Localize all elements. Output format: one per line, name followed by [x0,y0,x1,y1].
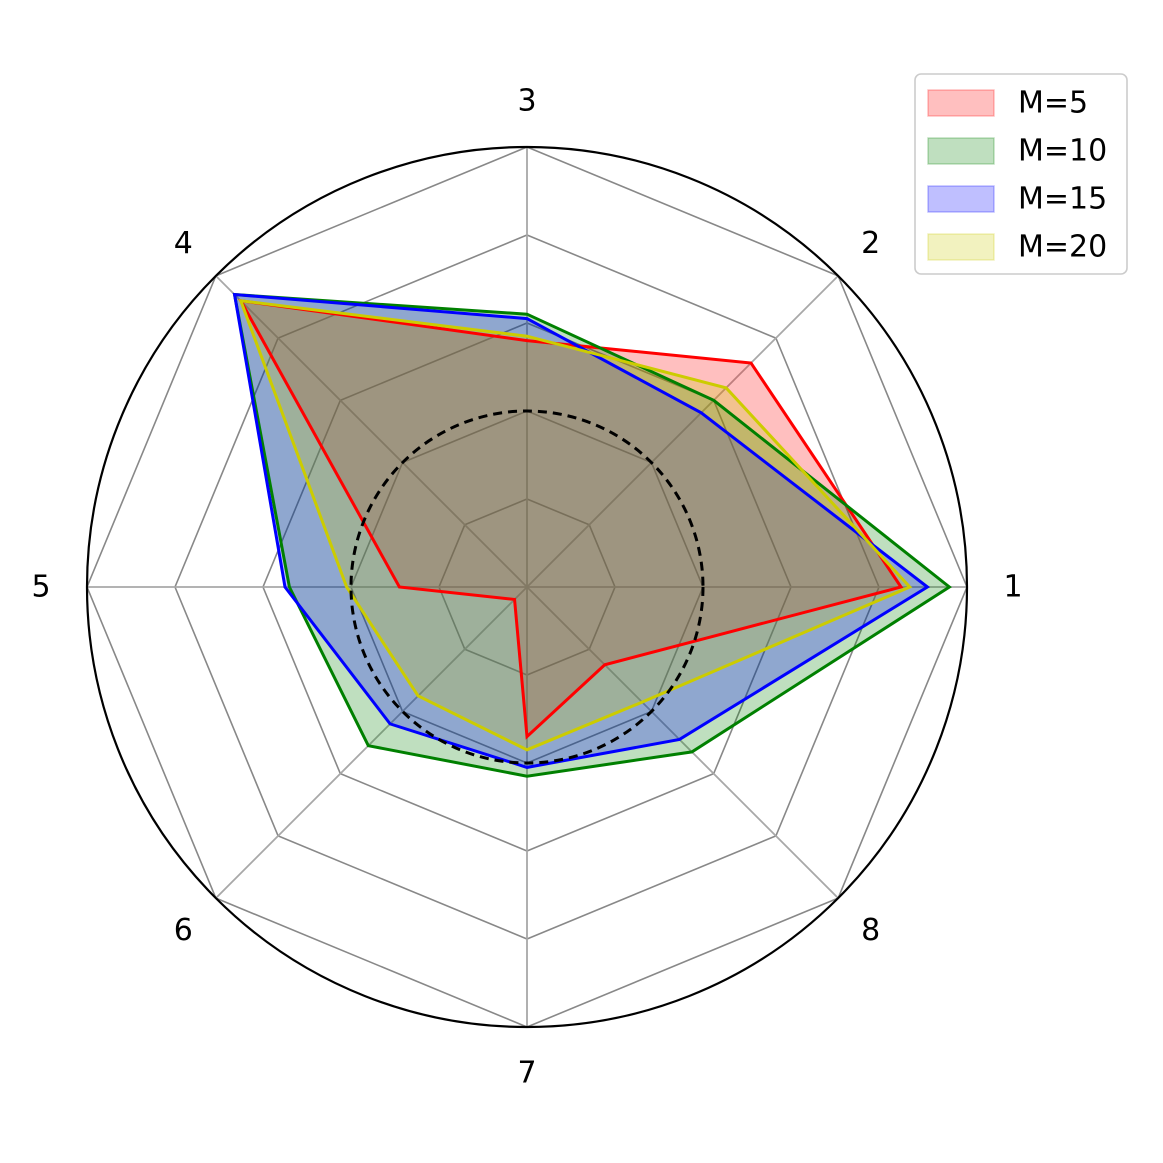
legend-swatch [927,137,995,165]
spoke-labels: 1 2 3 4 5 6 7 8 [31,84,1022,1091]
spoke-label: 3 [517,84,536,119]
spoke-label: 8 [861,913,880,948]
series-fill [234,294,928,768]
grid-spoke [215,586,528,899]
legend-swatch [927,233,995,261]
series-fill [234,294,950,777]
series-fill [240,300,910,750]
spoke-label: 4 [174,226,193,261]
series-line [232,292,952,778]
spoke-label: 5 [31,570,50,605]
outer-circle [85,145,969,1029]
legend-label: M=15 [1018,182,1107,217]
legend-label: M=5 [1018,86,1088,121]
legend-swatch [927,89,995,117]
spoke-label: 7 [517,1056,536,1091]
legend-label: M=20 [1018,230,1107,265]
grid-layer [85,145,969,1029]
series-fill [240,300,901,737]
grid-spoke [526,586,839,899]
spoke-label: 1 [1003,570,1022,605]
legend: M=5 M=10 M=15 M=20 [914,73,1128,275]
series-line [237,298,904,740]
legend-box [914,73,1128,275]
spoke-label: 6 [174,913,193,948]
legend-swatch [927,185,995,213]
series-line [232,292,931,769]
spoke-label: 2 [861,226,880,261]
reference-circle [349,409,705,765]
series-line [238,298,913,752]
grid-spoke [526,275,839,588]
legend-label: M=10 [1018,134,1107,169]
grid-spoke [215,275,528,588]
series-layer [232,292,952,778]
